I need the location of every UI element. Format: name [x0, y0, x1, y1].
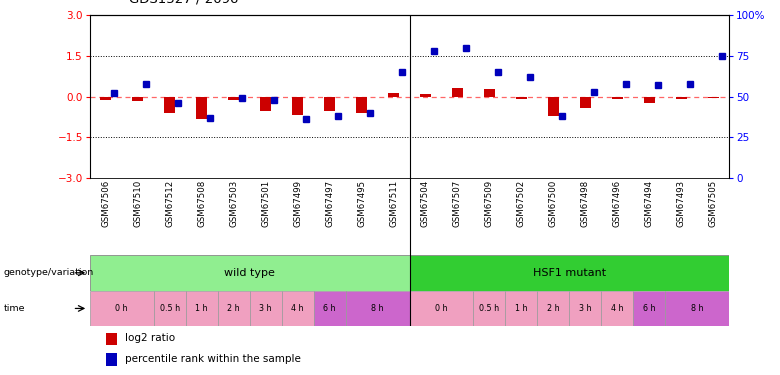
Bar	[218, 291, 250, 326]
Bar	[505, 291, 537, 326]
Bar	[420, 94, 431, 97]
Bar	[612, 97, 623, 99]
Bar	[665, 291, 729, 326]
Bar	[537, 291, 569, 326]
Text: 4 h: 4 h	[291, 304, 304, 313]
Text: GSM67507: GSM67507	[453, 180, 462, 227]
Bar	[356, 97, 367, 113]
Bar	[324, 97, 335, 111]
Text: 2 h: 2 h	[547, 304, 560, 313]
Text: 8 h: 8 h	[371, 304, 384, 313]
Bar	[569, 291, 601, 326]
Text: GSM67505: GSM67505	[709, 180, 718, 227]
Text: GSM67500: GSM67500	[549, 180, 558, 227]
Text: log2 ratio: log2 ratio	[125, 333, 175, 344]
Text: GSM67510: GSM67510	[133, 180, 142, 227]
Text: 0 h: 0 h	[435, 304, 448, 313]
Bar	[292, 97, 303, 115]
Bar	[314, 291, 346, 326]
Text: GSM67506: GSM67506	[101, 180, 110, 227]
Bar	[260, 97, 271, 111]
Text: GSM67497: GSM67497	[325, 180, 334, 227]
Text: GSM67502: GSM67502	[517, 180, 526, 227]
Text: time: time	[4, 304, 26, 313]
Text: 0.5 h: 0.5 h	[480, 304, 499, 313]
Bar	[186, 291, 218, 326]
Bar	[228, 97, 239, 100]
Bar	[484, 89, 495, 97]
Text: 6 h: 6 h	[323, 304, 336, 313]
Bar	[452, 88, 463, 97]
Bar	[548, 97, 559, 116]
Text: 3 h: 3 h	[259, 304, 272, 313]
Bar	[106, 333, 117, 345]
Text: 8 h: 8 h	[691, 304, 704, 313]
Bar	[154, 291, 186, 326]
Text: GSM67493: GSM67493	[677, 180, 686, 227]
Text: genotype/variation: genotype/variation	[4, 268, 94, 278]
Text: GSM67504: GSM67504	[421, 180, 430, 227]
Text: 1 h: 1 h	[195, 304, 208, 313]
Bar	[106, 353, 117, 366]
Bar	[164, 97, 176, 113]
Bar	[675, 97, 687, 99]
Bar	[516, 97, 527, 99]
Text: 3 h: 3 h	[579, 304, 592, 313]
Text: 0.5 h: 0.5 h	[160, 304, 179, 313]
Text: GSM67511: GSM67511	[389, 180, 398, 227]
Text: HSF1 mutant: HSF1 mutant	[533, 268, 606, 278]
Text: GSM67496: GSM67496	[613, 180, 622, 227]
Bar	[196, 97, 207, 119]
Bar	[473, 291, 505, 326]
Text: 6 h: 6 h	[643, 304, 656, 313]
Text: 1 h: 1 h	[515, 304, 528, 313]
Text: GSM67498: GSM67498	[581, 180, 590, 227]
Text: GSM67512: GSM67512	[165, 180, 174, 227]
Text: GSM67509: GSM67509	[485, 180, 494, 227]
Text: GSM67494: GSM67494	[645, 180, 654, 227]
Bar	[132, 97, 144, 102]
Bar	[90, 255, 410, 291]
Bar	[644, 97, 655, 102]
Text: 4 h: 4 h	[611, 304, 624, 313]
Text: percentile rank within the sample: percentile rank within the sample	[125, 354, 301, 364]
Bar	[346, 291, 410, 326]
Bar	[410, 255, 729, 291]
Text: 2 h: 2 h	[227, 304, 240, 313]
Bar	[601, 291, 633, 326]
Bar	[90, 291, 154, 326]
Text: GSM67499: GSM67499	[293, 180, 302, 226]
Bar	[707, 97, 719, 98]
Text: GSM67508: GSM67508	[197, 180, 206, 227]
Bar	[388, 93, 399, 97]
Bar	[282, 291, 314, 326]
Bar	[580, 97, 591, 108]
Bar	[100, 97, 112, 100]
Text: wild type: wild type	[224, 268, 275, 278]
Text: GSM67495: GSM67495	[357, 180, 366, 227]
Bar	[633, 291, 665, 326]
Bar	[410, 291, 473, 326]
Text: GSM67501: GSM67501	[261, 180, 270, 227]
Bar	[250, 291, 282, 326]
Text: GDS1527 / 2096: GDS1527 / 2096	[129, 0, 238, 6]
Text: GSM67503: GSM67503	[229, 180, 238, 227]
Text: 0 h: 0 h	[115, 304, 128, 313]
